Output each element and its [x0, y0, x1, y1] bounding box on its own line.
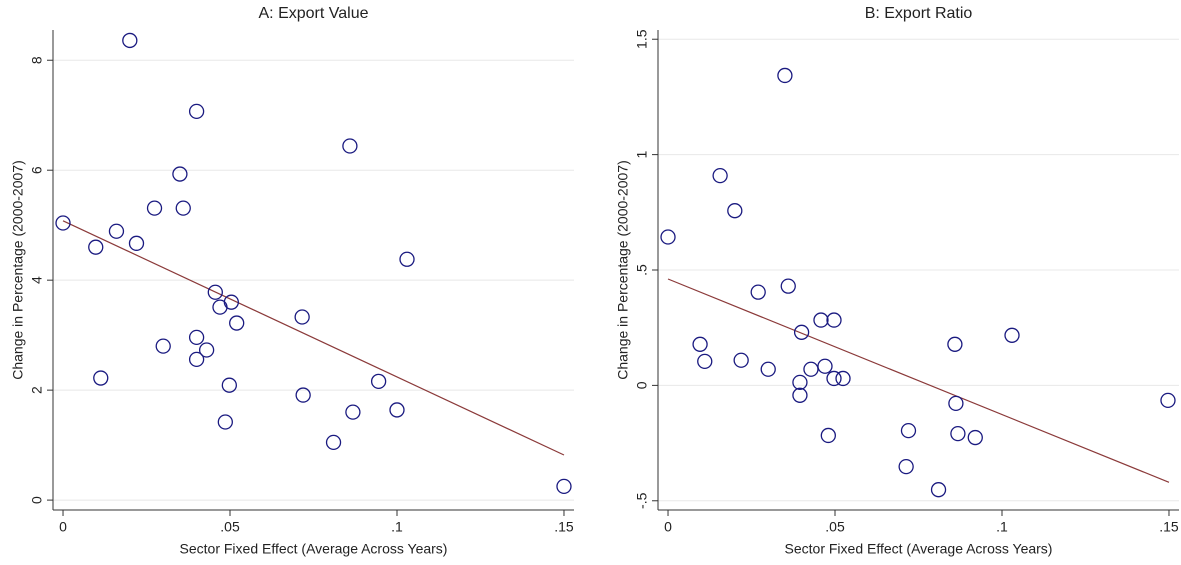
- point: [820, 427, 836, 444]
- point: [813, 312, 829, 328]
- point: [803, 361, 819, 377]
- point: [342, 138, 358, 154]
- x-tick-label: .05: [825, 519, 845, 535]
- point: [399, 251, 415, 267]
- y-axis-label: Change in Percentage (2000-2007): [615, 160, 631, 380]
- point: [1004, 327, 1020, 343]
- chart-title: A: Export Value: [259, 5, 369, 22]
- y-tick-label: 6: [29, 166, 45, 174]
- y-tick-label: 2: [29, 386, 45, 394]
- point: [826, 312, 842, 328]
- point: [188, 329, 205, 346]
- point: [217, 414, 233, 430]
- point: [967, 429, 983, 446]
- y-axis-label: Change in Percentage (2000-2007): [10, 160, 26, 380]
- chart-title: B: Export Ratio: [865, 5, 973, 22]
- point: [325, 434, 342, 451]
- point: [223, 294, 239, 310]
- fit-line: [62, 220, 565, 456]
- point: [556, 478, 572, 495]
- point: [221, 377, 237, 393]
- point: [172, 166, 188, 182]
- point: [345, 404, 361, 420]
- x-tick-label: 0: [59, 519, 67, 535]
- y-tick-label: 1: [634, 151, 650, 159]
- point: [188, 103, 205, 120]
- y-tick-label: 4: [29, 276, 45, 284]
- x-tick-label: .15: [1159, 519, 1179, 535]
- point: [777, 67, 793, 84]
- x-tick-label: .1: [996, 519, 1008, 535]
- point: [108, 223, 125, 239]
- x-tick-label: 0: [664, 519, 672, 535]
- point: [128, 235, 145, 251]
- point: [692, 336, 708, 352]
- y-tick-label: 0: [29, 496, 45, 504]
- point: [697, 353, 713, 370]
- y-tick-label: 0: [634, 381, 650, 389]
- point: [155, 338, 171, 354]
- point: [175, 200, 191, 216]
- point: [727, 203, 743, 219]
- y-tick-label: -.5: [634, 492, 650, 509]
- point: [146, 200, 163, 216]
- point: [370, 373, 387, 389]
- point: [198, 342, 215, 358]
- x-axis-label: Sector Fixed Effect (Average Across Year…: [785, 541, 1053, 557]
- point: [88, 239, 104, 255]
- point: [760, 361, 776, 377]
- point: [792, 387, 808, 403]
- point: [93, 370, 109, 386]
- x-tick-label: .05: [220, 519, 240, 535]
- x-tick-label: .15: [554, 519, 574, 535]
- point: [660, 229, 676, 245]
- point: [898, 458, 914, 475]
- point: [188, 351, 205, 367]
- point: [295, 387, 311, 403]
- point: [389, 402, 405, 418]
- y-tick-label: 1.5: [634, 29, 650, 49]
- point: [750, 284, 766, 300]
- x-axis-label: Sector Fixed Effect (Average Across Year…: [180, 541, 448, 557]
- y-tick-label: .5: [634, 264, 650, 276]
- point: [950, 425, 966, 442]
- point: [930, 482, 947, 498]
- point: [122, 32, 138, 49]
- point: [792, 374, 808, 391]
- point: [712, 167, 728, 184]
- point: [733, 352, 749, 368]
- fit-line: [667, 278, 1170, 483]
- y-tick-label: 8: [29, 56, 45, 64]
- point: [229, 315, 245, 331]
- point: [294, 309, 310, 325]
- point: [900, 422, 917, 439]
- point: [817, 358, 833, 374]
- point: [947, 336, 963, 352]
- point: [835, 370, 851, 387]
- point: [826, 370, 842, 387]
- point: [793, 324, 810, 340]
- point: [55, 215, 71, 231]
- point: [1160, 392, 1176, 409]
- x-tick-label: .1: [391, 519, 403, 535]
- point: [207, 284, 223, 300]
- point: [948, 395, 964, 412]
- point: [780, 278, 796, 294]
